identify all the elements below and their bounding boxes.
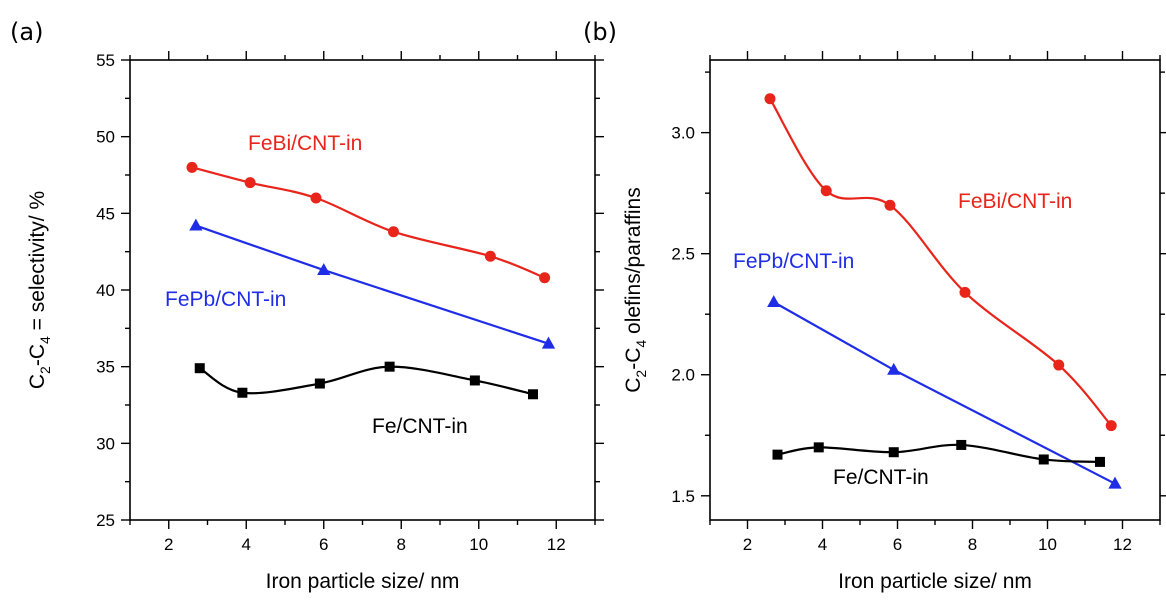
x-tick-label: 12: [547, 535, 566, 554]
data-point: [1105, 420, 1117, 432]
series-label: FePb/CNT-in: [733, 250, 854, 273]
data-point: [767, 295, 781, 308]
series-fe-cnt-in: Fe/CNT-in: [194, 361, 538, 438]
x-tick-label: 6: [893, 535, 902, 554]
x-axis-label: Iron particle size/ nm: [266, 570, 460, 593]
x-tick-label: 4: [242, 535, 251, 554]
data-point: [959, 286, 971, 298]
data-point: [772, 449, 783, 460]
data-point: [813, 442, 824, 453]
panel-label: (a): [10, 18, 43, 46]
y-axis-label: C2-C4 = selectivity/ %: [26, 191, 53, 389]
x-tick-label: 8: [397, 535, 406, 554]
y-tick-label: 25: [96, 511, 115, 530]
panel-label: (b): [583, 18, 617, 46]
data-point: [388, 226, 399, 238]
series-line: [195, 224, 549, 345]
series-label: FeBi/CNT-in: [958, 190, 1072, 213]
data-point: [956, 439, 967, 450]
series-febi-cnt-in: FeBi/CNT-in: [186, 132, 551, 284]
x-tick-label: 6: [319, 535, 328, 554]
y-tick-label: 1.5: [671, 487, 695, 506]
x-tick-label: 10: [469, 535, 488, 554]
data-point: [764, 93, 776, 105]
data-point: [1108, 476, 1122, 489]
data-point: [820, 185, 832, 197]
x-tick-label: 2: [743, 535, 752, 554]
data-point: [186, 161, 198, 173]
y-tick-label: 2.0: [671, 366, 695, 385]
data-point: [189, 218, 203, 231]
chart-panel-b: (b) 2 4 6 8 10 12 1.5 2.0 2.5 3.0 Iron particle siz…: [583, 18, 1166, 593]
data-point: [317, 263, 331, 275]
data-point: [541, 336, 556, 349]
data-point: [194, 363, 205, 374]
y-tick-label: 50: [96, 128, 115, 147]
y-tick-label: 45: [96, 204, 115, 223]
series-fe-cnt-in: Fe/CNT-in: [772, 439, 1105, 489]
y-tick-label: 2.5: [671, 245, 695, 264]
x-tick-label: 8: [968, 535, 977, 554]
data-point: [384, 361, 395, 372]
x-tick-label: 10: [1038, 535, 1057, 554]
y-tick-label: 3.0: [671, 124, 695, 143]
data-point: [1095, 456, 1105, 467]
data-point: [884, 199, 896, 211]
data-point: [244, 177, 256, 189]
data-point: [484, 250, 496, 262]
series-fepb-cnt-in: FePb/CNT-in: [733, 250, 1122, 489]
data-point: [469, 375, 480, 386]
data-point: [539, 272, 551, 284]
series-label: Fe/CNT-in: [372, 415, 468, 438]
x-axis-label: Iron particle size/ nm: [838, 570, 1032, 593]
data-point: [888, 447, 899, 458]
series-label: FePb/CNT-in: [165, 288, 286, 311]
y-tick-label: 30: [96, 434, 115, 453]
series-line: [777, 443, 1101, 463]
series-febi-cnt-in: FeBi/CNT-in: [764, 93, 1117, 432]
data-point: [310, 192, 322, 204]
series-line: [773, 301, 1116, 485]
series-line: [199, 365, 534, 396]
series-label: FeBi/CNT-in: [248, 132, 362, 155]
y-tick-label: 40: [96, 281, 115, 300]
y-tick-label: 35: [96, 358, 115, 377]
data-point: [528, 389, 538, 400]
x-tick-label: 12: [1113, 535, 1132, 554]
series-fepb-cnt-in: FePb/CNT-in: [165, 218, 556, 349]
data-point: [237, 387, 248, 398]
data-point: [314, 378, 325, 389]
data-point: [887, 362, 901, 375]
data-point: [1053, 359, 1065, 371]
data-point: [1038, 454, 1049, 465]
y-tick-label: 55: [96, 51, 115, 70]
chart-panel-a: (a) 2 4 6 8 10 12 25 30 35 40 45 50 55 Iron particle s…: [10, 18, 604, 593]
x-tick-label: 2: [164, 535, 173, 554]
y-axis-label: C2-C4 olefins/paraffins: [622, 187, 649, 392]
series-label: Fe/CNT-in: [833, 466, 929, 489]
x-tick-label: 4: [818, 535, 827, 554]
